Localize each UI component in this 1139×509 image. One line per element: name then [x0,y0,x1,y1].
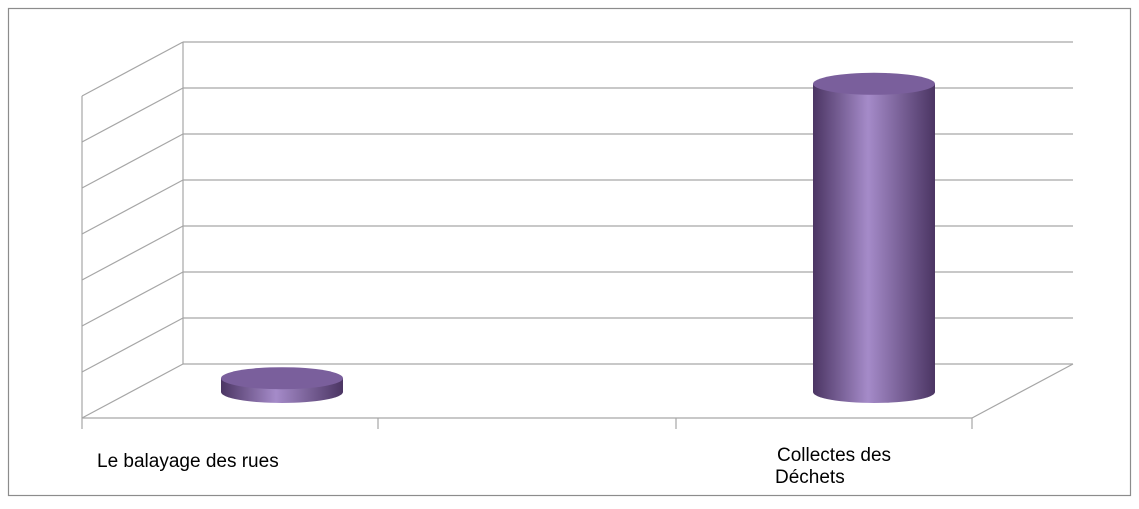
bars-layer [221,72,935,404]
bar-body [813,83,935,404]
side-gridline [81,225,184,281]
floor-right-edge [971,363,1074,419]
bar-top [221,367,343,390]
side-gridline [81,317,184,373]
side-gridline [81,41,184,97]
x-tick-label: Collectes des Déchets [775,445,891,488]
labels-layer: Le balayage des rues Collectes des Déchets [97,445,891,488]
side-gridline [81,133,184,189]
side-gridline [81,179,184,235]
bar-top [813,72,935,95]
chart-border [7,7,1132,497]
x-tick-label: Le balayage des rues [97,451,279,472]
bar-1 [221,367,343,403]
bar-2 [813,72,935,404]
side-gridline [81,363,184,419]
side-gridline [81,271,184,327]
side-gridline [81,87,184,143]
